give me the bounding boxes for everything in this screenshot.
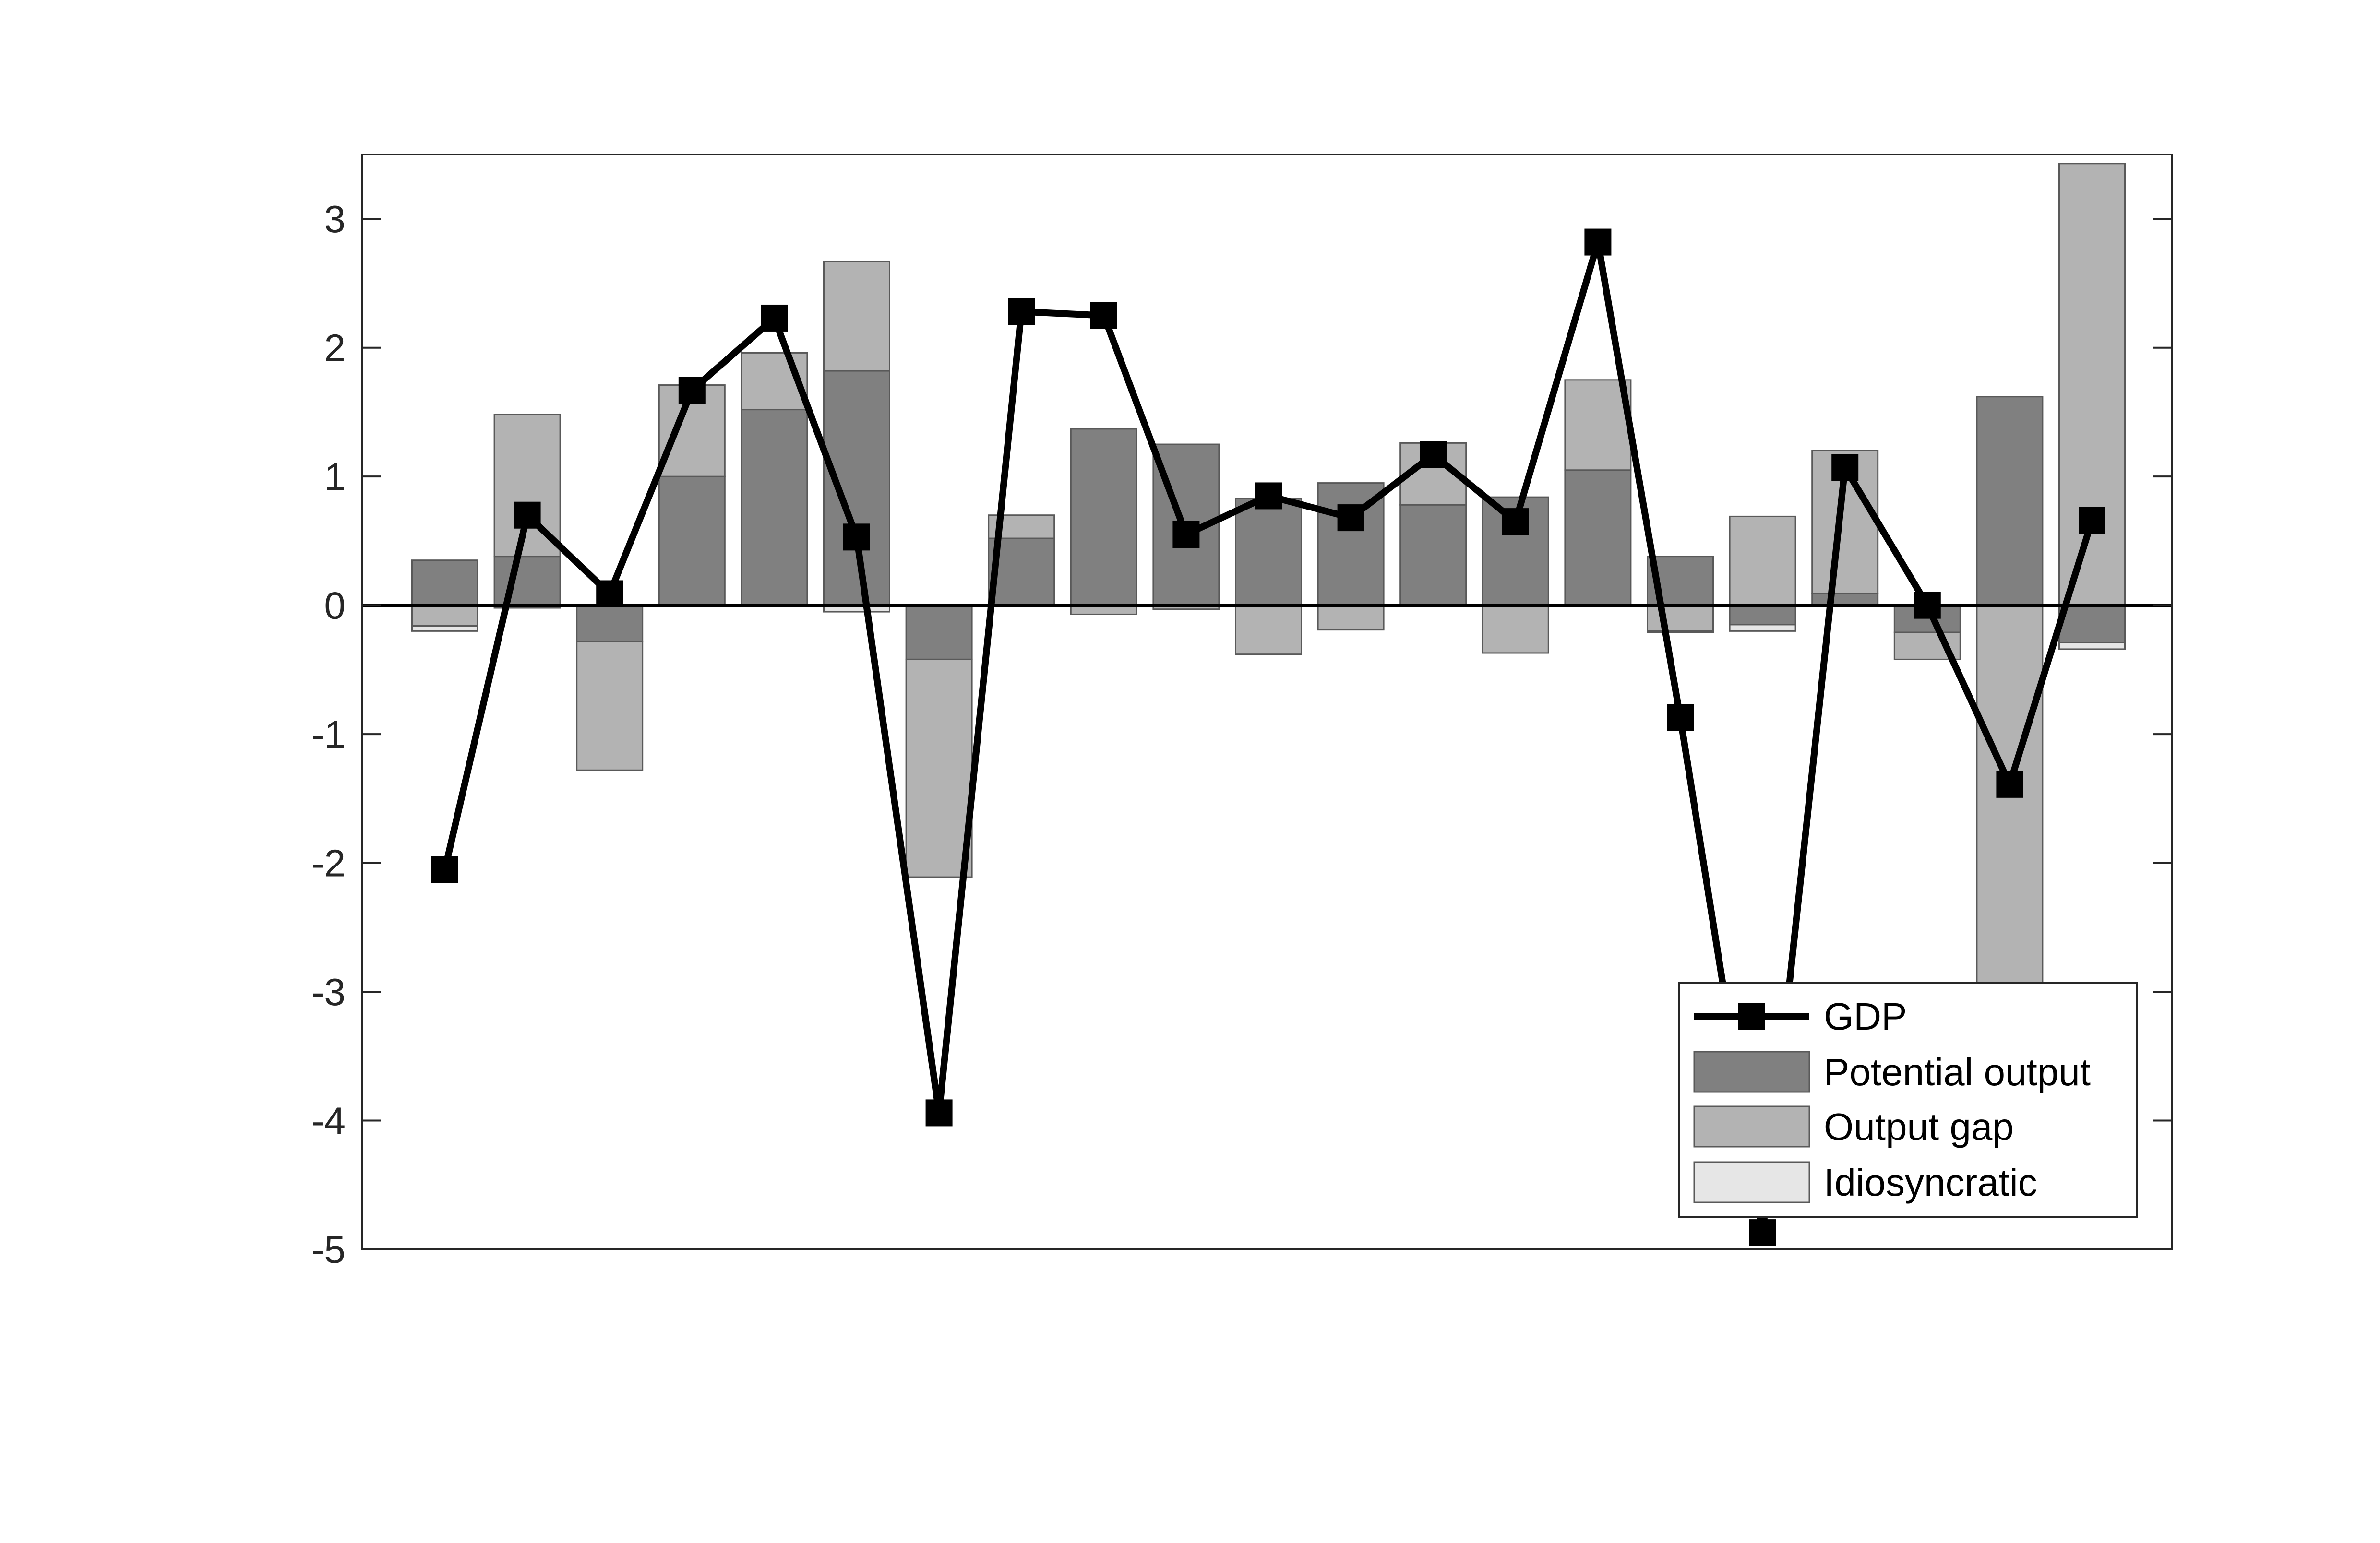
bar-idio — [411, 625, 478, 632]
gdp-marker — [1008, 298, 1035, 325]
gdp-marker — [1584, 228, 1612, 256]
y-tick-label: 0 — [324, 584, 346, 627]
gdp-marker — [431, 856, 458, 883]
bar-gap — [2058, 163, 2126, 606]
bar-potential — [1235, 498, 1302, 606]
y-tick-label: -2 — [311, 842, 346, 885]
gdp-marker — [1172, 521, 1200, 548]
y-tick-label: -4 — [311, 1100, 346, 1142]
legend-potential-swatch — [1693, 1051, 1810, 1093]
bar-potential — [905, 605, 973, 660]
bar-idio — [1647, 630, 1714, 633]
bar-gap — [823, 261, 890, 372]
gdp-marker — [1831, 454, 1859, 481]
bar-gap — [1317, 605, 1385, 631]
legend-gap-swatch — [1693, 1105, 1810, 1148]
bar-gap — [576, 641, 644, 771]
y-tick-label: -5 — [311, 1228, 346, 1271]
plot-frame — [361, 154, 2173, 1250]
gdp-marker — [2079, 507, 2105, 534]
bar-potential — [2058, 605, 2126, 644]
gdp-marker — [596, 580, 623, 607]
bar-gap — [1482, 605, 1549, 654]
bar-idio — [1729, 624, 1796, 632]
bar-potential — [1564, 469, 1632, 606]
bar-potential — [1811, 593, 1879, 606]
legend-gdp-label: GDP — [1824, 995, 1907, 1038]
y-axis: 3 2 1 0 -1 -2 -3 -4 -5 — [311, 198, 2172, 1271]
legend-potential-label: Potential output — [1824, 1051, 2091, 1093]
bar-potential — [1976, 396, 2044, 606]
bar-potential — [576, 605, 644, 642]
gdp-marker — [1337, 504, 1364, 532]
gdp-marker — [1255, 482, 1282, 510]
bar-gap — [1647, 605, 1714, 632]
bar-gap — [905, 658, 973, 878]
y-tick-label: 2 — [324, 327, 346, 369]
legend-gap-label: Output gap — [1824, 1105, 2014, 1148]
bar-potential — [823, 370, 890, 606]
gdp-marker — [514, 501, 541, 529]
bar-gap — [411, 605, 478, 627]
gdp-marker — [1914, 592, 1941, 619]
gdp-marker — [1090, 302, 1117, 329]
legend-gdp-marker — [1738, 1003, 1765, 1030]
gdp-marker — [925, 1099, 953, 1127]
bar-gap — [1729, 515, 1796, 606]
gdp-marker — [761, 304, 788, 332]
gdp-line-layer — [431, 228, 2105, 1246]
bar-potential — [1729, 605, 1796, 626]
gdp-marker — [1502, 508, 1529, 535]
bar-gap — [1235, 605, 1302, 655]
gdp-marker — [678, 377, 706, 404]
gdp-marker — [1420, 441, 1447, 468]
gdp-marker — [843, 523, 870, 551]
gdp-marker — [1667, 704, 1694, 731]
bar-idio — [2058, 642, 2126, 650]
gdp-marker — [1749, 1219, 1776, 1246]
legend-idio-swatch — [1693, 1161, 1810, 1203]
bar-potential — [1399, 504, 1467, 606]
legend-idio-label: Idiosyncratic — [1824, 1161, 2037, 1204]
bar-gap — [1564, 379, 1632, 471]
y-tick-label: -3 — [311, 971, 346, 1013]
bar-potential — [411, 559, 478, 606]
bar-potential — [658, 475, 726, 606]
y-tick-label: 3 — [324, 198, 346, 240]
bar-potential — [493, 556, 561, 606]
bar-potential — [741, 409, 808, 606]
bar-potential — [1070, 428, 1137, 606]
legend: GDP Potential output Output gap Idiosync… — [1678, 982, 2138, 1218]
gdp-marker — [1996, 771, 2023, 798]
y-tick-label: -1 — [311, 713, 346, 756]
y-tick-label: 1 — [324, 455, 346, 498]
